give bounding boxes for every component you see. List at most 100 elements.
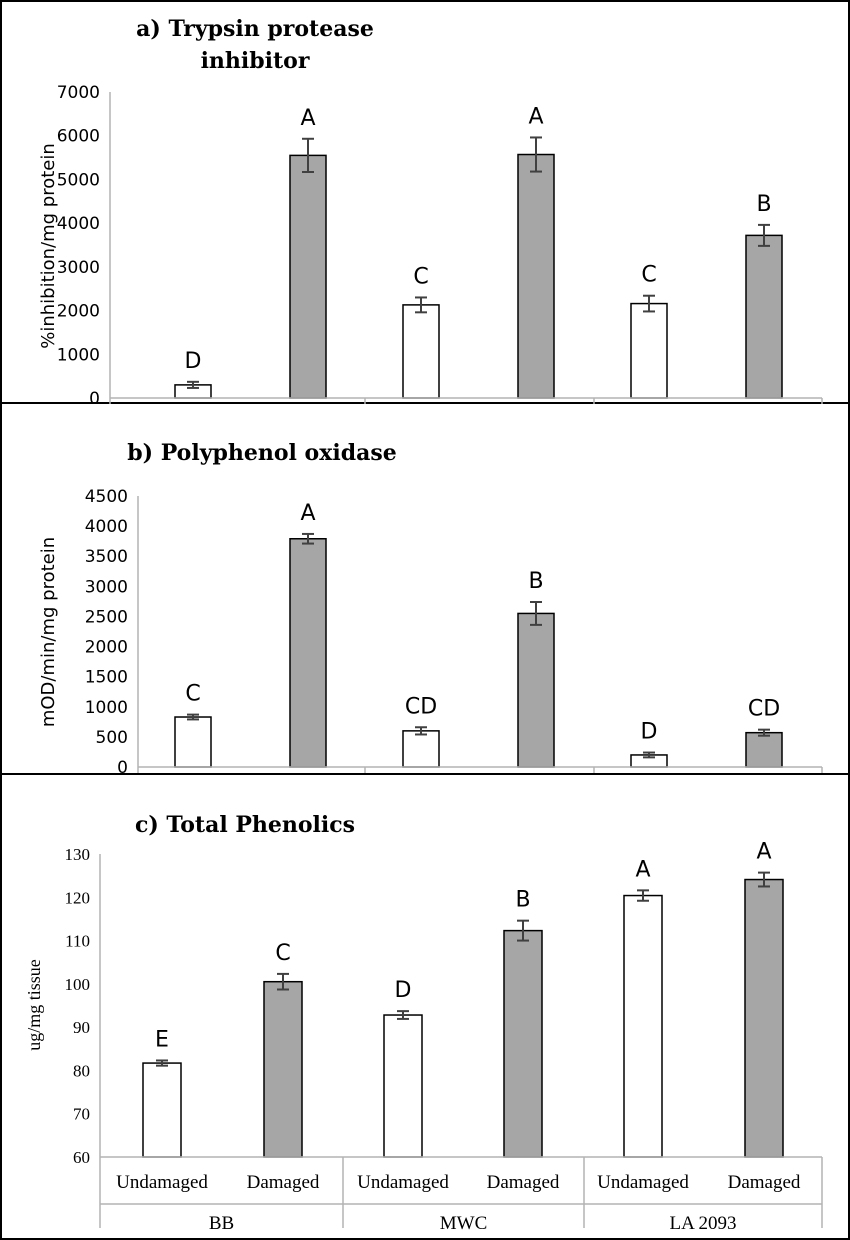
panel-c-bars: [142, 878, 784, 1158]
panel-b-significance-letter: CD: [405, 694, 437, 719]
panel-a-y-tick-label: 5000: [57, 170, 100, 190]
panel-b-error-bar: [302, 532, 314, 545]
panel-a-y-ticks: 0 1000 2000 3000 4000 5000 6000 7000: [57, 83, 100, 409]
x-category-label: Damaged: [728, 1172, 801, 1193]
panel-b-y-tick-label: 1000: [85, 698, 128, 718]
panel-b-y-axis-label: mOD/min/mg protein: [38, 537, 59, 727]
panel-b-y-tick-label: 2500: [85, 607, 128, 627]
panel-c-y-tick-label: 120: [65, 888, 91, 907]
panel-a-y-tick-label: 1000: [57, 345, 100, 365]
panel-b-axes: [137, 496, 823, 773]
panel-a-y-tick-label: 7000: [57, 83, 100, 103]
panel-a-bar: [517, 153, 555, 399]
panel-c-error-bar: [758, 871, 770, 888]
panel-a-significance-letter: C: [641, 263, 656, 288]
panel-c-significance-letter: D: [395, 978, 412, 1003]
panel-b-significance-letter: B: [528, 569, 543, 594]
panel-a-y-tick-label: 0: [89, 389, 100, 409]
panel-a-bar: [745, 234, 783, 399]
panel-c-significance-letter: B: [515, 888, 530, 913]
panel-c-y-tick-label: 100: [65, 975, 91, 994]
x-category-label: Damaged: [487, 1172, 560, 1193]
panel-c-significance-letter: C: [275, 941, 290, 966]
panel-c-bar: [503, 929, 543, 1158]
panel-b-bar: [174, 716, 212, 768]
panel-a-bars: [174, 153, 783, 399]
panel-b-significance-letter: A: [300, 501, 315, 526]
panel-b-error-bar: [530, 600, 542, 626]
panel-b-y-tick-label: 2000: [85, 638, 128, 658]
panel-b-significance-letter: CD: [748, 697, 780, 722]
x-category-label: Undamaged: [357, 1172, 449, 1193]
panel-a-error-bar: [302, 137, 314, 173]
panel-c-y-tick-label: 80: [73, 1061, 90, 1080]
panel-b-significance-letter: C: [185, 682, 200, 707]
panel-c-bar: [744, 878, 784, 1158]
panel-a-error-bar: [530, 136, 542, 173]
panel-b-bar: [745, 731, 783, 768]
panel-c-title: c) Total Phenolics: [135, 812, 355, 838]
panel-b-y-tick-label: 500: [96, 728, 128, 748]
panel-c-error-bars: [156, 871, 770, 1067]
panel-a-error-bar: [415, 296, 427, 314]
panel-a-error-bar: [643, 294, 655, 313]
panel-b-error-bar: [415, 726, 427, 736]
x-category-label: Damaged: [247, 1172, 320, 1193]
panel-a-title-line2: inhibitor: [201, 48, 310, 74]
panel-b-error-bars: [187, 532, 770, 759]
panel-c-bar: [383, 1014, 423, 1158]
x-category-label: Undamaged: [116, 1172, 208, 1193]
panel-c-y-tick-label: 110: [65, 932, 90, 951]
panel-a-significance-letter: A: [300, 106, 315, 131]
panel-b-bars: [174, 538, 783, 768]
panel-a-significance-letter: A: [528, 104, 543, 129]
panel-c-y-axis-label: ug/mg tissue: [24, 959, 44, 1051]
panel-c-bar: [263, 980, 303, 1158]
panel-c-axes: [99, 854, 823, 1228]
panel-c-error-bar: [637, 889, 649, 902]
x-group-label: LA 2093: [669, 1213, 736, 1234]
panel-total-phenolics: c) Total Phenolics ug/mg tissue 60 70 80 90…: [24, 812, 823, 1234]
x-category-label: Undamaged: [597, 1172, 689, 1193]
panel-a-significance-letter: B: [756, 192, 771, 217]
panel-c-y-tick-label: 60: [73, 1148, 90, 1167]
panel-b-y-tick-label: 1500: [85, 668, 128, 688]
panel-a-error-bar: [758, 223, 770, 247]
panel-a-y-tick-label: 2000: [57, 302, 100, 322]
panel-a-significance-letter: D: [185, 349, 202, 374]
panel-a-error-bar: [187, 380, 199, 389]
panel-a-y-tick-label: 6000: [57, 127, 100, 147]
panel-a-y-tick-label: 4000: [57, 214, 100, 234]
panel-trypsin-protease-inhibitor: a) Trypsin protease inhibitor %inhibitio…: [38, 16, 823, 409]
panel-b-y-tick-label: 4500: [85, 487, 128, 507]
panel-b-y-tick-label: 3500: [85, 547, 128, 567]
panel-c-error-bar: [156, 1059, 168, 1067]
panel-a-significance-letters: D A C A C B: [185, 104, 772, 373]
panel-c-y-ticks: 60 70 80 90 100 110 120 130: [65, 845, 91, 1167]
panel-b-bar: [289, 538, 327, 768]
panel-b-y-tick-label: 3000: [85, 577, 128, 597]
panel-polyphenol-oxidase: b) Polyphenol oxidase mOD/min/mg protein…: [38, 440, 823, 778]
panel-a-error-bars: [187, 136, 770, 389]
panel-a-significance-letter: C: [413, 264, 428, 289]
panel-c-category-labels: Undamaged Damaged Undamaged Damaged Undamage…: [116, 1172, 801, 1234]
panel-b-title: b) Polyphenol oxidase: [127, 440, 396, 466]
panel-a-y-axis-label: %inhibition/mg protein: [38, 143, 59, 349]
panel-a-title-line1: a) Trypsin protease: [136, 16, 374, 42]
panel-b-y-ticks: 0 500 1000 1500 2000 2500 3000 3500 4000 4500: [85, 487, 128, 778]
panel-c-bar: [623, 894, 663, 1158]
panel-c-significance-letter: A: [635, 857, 650, 882]
panel-b-error-bar: [643, 751, 655, 759]
panel-b-y-tick-label: 0: [117, 758, 128, 778]
panel-a-y-tick-label: 3000: [57, 258, 100, 278]
panel-b-y-tick-label: 4000: [85, 517, 128, 537]
x-group-label: BB: [209, 1213, 234, 1234]
panel-a-bar: [289, 154, 327, 399]
panel-b-significance-letters: C A CD B D CD: [185, 501, 780, 745]
x-group-label: MWC: [440, 1213, 488, 1234]
panel-a-axes: [109, 92, 823, 404]
panel-b-error-bar: [187, 713, 199, 721]
panel-c-significance-letter: E: [155, 1027, 169, 1052]
